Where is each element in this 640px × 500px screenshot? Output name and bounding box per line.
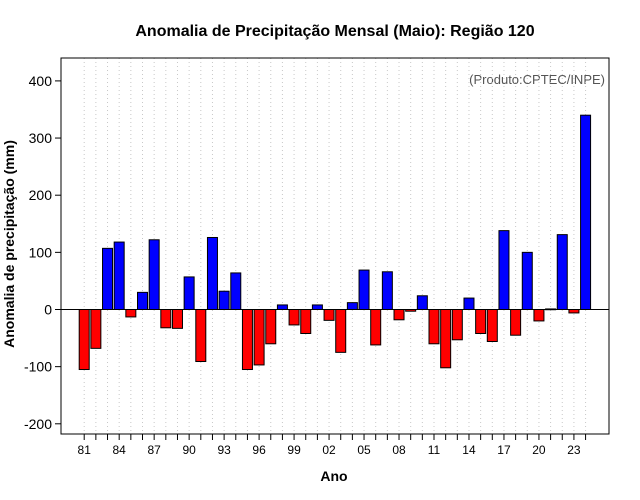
bar-1996	[253, 309, 265, 366]
bar-2000	[300, 309, 312, 334]
xtick-label: 02	[322, 443, 336, 457]
xtick-label: 84	[113, 443, 127, 457]
x-axis-title: Ano	[320, 468, 347, 484]
bar-1991	[195, 309, 207, 363]
bar-2004	[346, 302, 358, 311]
bar-2016	[486, 309, 498, 342]
xtick-label: 93	[217, 443, 231, 457]
bar-2022	[556, 234, 568, 311]
bar-1990	[183, 276, 195, 311]
plot-frame	[60, 57, 610, 435]
ytick-label: -100	[24, 359, 52, 375]
chart-title: Anomalia de Precipitação Mensal (Maio): …	[135, 23, 534, 40]
bar-1984	[113, 241, 125, 310]
bar-2015	[475, 309, 487, 334]
xtick-label: 90	[182, 443, 196, 457]
bar-2002	[323, 309, 335, 321]
bar-2005	[358, 269, 370, 311]
xtick-label: 87	[147, 443, 161, 457]
bar-1988	[160, 309, 172, 329]
bar-2001	[311, 304, 323, 310]
xtick-label: 23	[567, 443, 581, 457]
bar-series	[78, 114, 592, 371]
xtick-label: 81	[78, 443, 92, 457]
bar-2023	[568, 309, 580, 314]
xtick-label: 14	[462, 443, 476, 457]
ytick-label: 0	[44, 302, 52, 318]
bar-1993	[218, 290, 230, 310]
bar-1985	[125, 309, 137, 318]
bar-2021	[545, 308, 557, 311]
xtick-label: 96	[252, 443, 266, 457]
bar-1987	[148, 239, 160, 310]
xtick-label: 11	[428, 443, 441, 457]
ytick-label: 300	[29, 130, 53, 146]
bar-1986	[137, 291, 148, 310]
bar-2006	[370, 309, 382, 346]
bar-1992	[206, 236, 218, 311]
ytick-label: -200	[24, 416, 52, 432]
y-axis-ticks: -200 -100 0 100 200 300 400	[24, 73, 61, 432]
x-axis-ticks: 81 84 87 90 93 96 99 02 05 08 11 14 17 20 23	[78, 434, 587, 457]
xtick-label: 17	[497, 443, 511, 457]
bar-2008	[393, 309, 405, 321]
bar-1994	[230, 272, 242, 311]
bar-2013	[451, 309, 463, 341]
bar-2024	[580, 114, 592, 310]
xtick-label: 20	[532, 443, 546, 457]
bar-2011	[428, 309, 440, 345]
source-note: (Produto:CPTEC/INPE)	[469, 72, 605, 87]
bar-2019	[521, 251, 533, 311]
xtick-label: 05	[357, 443, 371, 457]
y-axis-title: Anomalia de precipitação (mm)	[1, 140, 17, 348]
bar-1982	[90, 309, 102, 349]
bar-1983	[102, 247, 114, 311]
xtick-label: 99	[287, 443, 301, 457]
bar-2014	[463, 297, 475, 311]
xtick-label: 08	[392, 443, 406, 457]
bar-2009	[405, 309, 417, 312]
bar-2012	[440, 309, 452, 369]
bar-2010	[416, 295, 428, 310]
bar-2003	[335, 309, 347, 353]
bar-1999	[288, 309, 300, 326]
bar-1995	[241, 309, 253, 371]
bar-2017	[498, 230, 510, 311]
bar-1997	[265, 309, 277, 345]
bar-2018	[510, 309, 522, 336]
bar-1989	[171, 309, 183, 329]
ytick-label: 400	[29, 73, 53, 89]
bar-1981	[78, 309, 90, 371]
bar-1998	[276, 304, 288, 310]
bar-2007	[381, 271, 393, 310]
ytick-label: 200	[29, 187, 53, 203]
ytick-label: 100	[29, 244, 53, 260]
bar-2020	[533, 309, 545, 322]
